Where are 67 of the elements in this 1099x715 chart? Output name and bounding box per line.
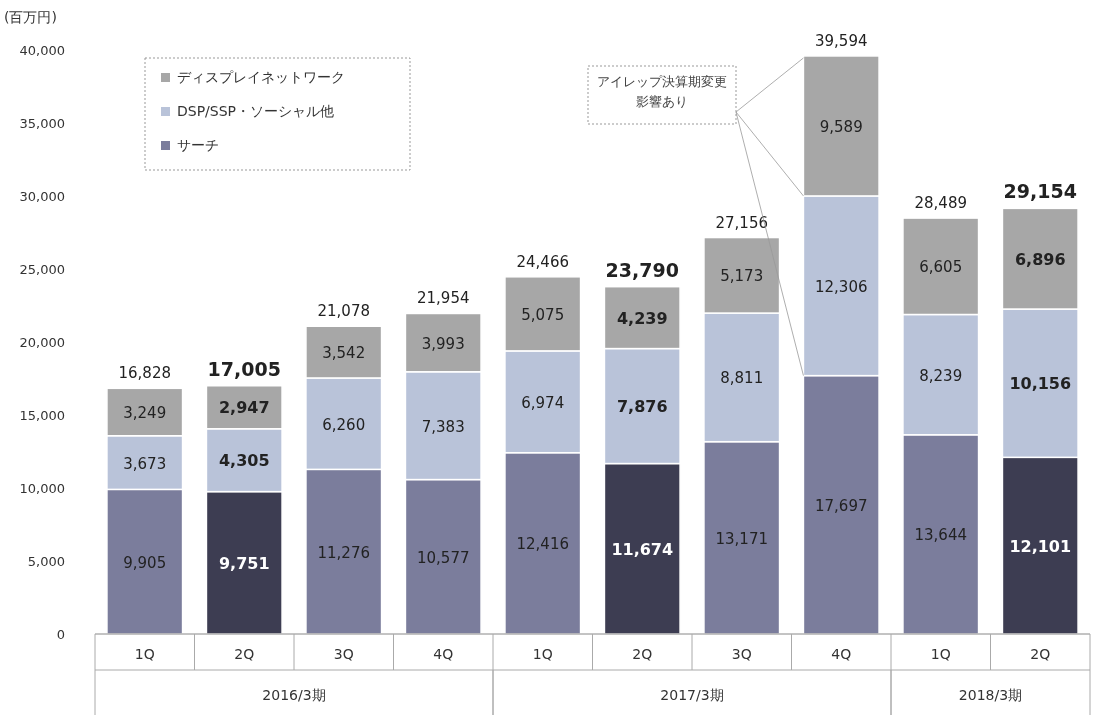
total-label: 16,828 <box>118 364 171 383</box>
data-label: 11,674 <box>611 539 674 559</box>
data-label: 8,811 <box>720 369 764 388</box>
y-tick-label: 15,000 <box>19 408 65 423</box>
data-label: 3,542 <box>322 344 366 363</box>
y-tick-label: 20,000 <box>19 335 65 350</box>
data-label: 12,416 <box>516 535 569 554</box>
x-tick-label: 3Q <box>731 646 752 662</box>
total-label: 27,156 <box>715 213 768 232</box>
data-label: 10,577 <box>417 548 470 567</box>
y-tick-label: 40,000 <box>19 43 65 58</box>
data-label: 11,276 <box>317 543 370 562</box>
total-label: 17,005 <box>207 357 281 380</box>
data-label: 5,075 <box>521 305 565 324</box>
total-label: 39,594 <box>815 31 868 50</box>
data-label: 6,974 <box>521 393 565 412</box>
y-tick-label: 5,000 <box>27 554 65 569</box>
data-label: 4,305 <box>218 451 270 471</box>
legend-label: DSP/SSP・ソーシャル他 <box>177 103 335 119</box>
annotation: アイレップ決算期変更影響あり <box>596 73 728 111</box>
data-label: 13,644 <box>914 526 967 545</box>
text: 2017/3期 <box>660 687 724 703</box>
data-label: 3,249 <box>123 404 167 423</box>
data-label: 6,605 <box>919 258 963 277</box>
total-label: 23,790 <box>605 258 679 281</box>
data-label: 9,751 <box>218 553 270 573</box>
data-label: 2,947 <box>218 398 270 418</box>
y-tick-label: 35,000 <box>19 116 65 131</box>
total-label: 21,954 <box>417 289 470 308</box>
x-tick-label: 1Q <box>930 646 951 662</box>
total-label: 24,466 <box>516 252 569 271</box>
total-label: 29,154 <box>1003 180 1077 203</box>
data-label: 3,993 <box>421 334 465 353</box>
data-label: 4,239 <box>616 308 668 328</box>
legend-label: ディスプレイネットワーク <box>177 69 345 85</box>
data-label: 6,260 <box>322 415 366 434</box>
data-label: 5,173 <box>720 267 764 286</box>
y-tick-label: 10,000 <box>19 481 65 496</box>
total-label: 28,489 <box>914 194 967 213</box>
data-label: 3,673 <box>123 454 167 473</box>
y-tick-label: 30,000 <box>19 189 65 204</box>
text: 2016/3期 <box>262 687 326 703</box>
legend-label: サーチ <box>177 137 219 153</box>
data-label: 9,905 <box>123 553 167 572</box>
data-label: 12,306 <box>815 277 868 296</box>
x-tick-label: 4Q <box>433 646 454 662</box>
y-axis-title: (百万円) <box>4 9 57 25</box>
text: 2018/3期 <box>958 687 1023 703</box>
data-label: 7,383 <box>421 417 465 436</box>
x-tick-label: 3Q <box>333 646 354 662</box>
data-label: 6,896 <box>1014 249 1066 269</box>
x-tick-label: 1Q <box>134 646 155 662</box>
x-tick-label: 2Q <box>632 646 653 662</box>
y-tick-label: 0 <box>56 627 65 642</box>
data-label: 10,156 <box>1009 374 1072 394</box>
x-tick-label: 4Q <box>831 646 852 662</box>
data-label: 7,876 <box>616 397 668 417</box>
data-label: 9,589 <box>819 117 863 136</box>
x-tick-label: 2Q <box>1030 646 1051 662</box>
total-label: 21,078 <box>317 302 370 321</box>
y-tick-label: 25,000 <box>19 262 65 277</box>
data-label: 13,171 <box>715 529 768 548</box>
x-tick-label: 1Q <box>532 646 553 662</box>
x-tick-label: 2Q <box>234 646 255 662</box>
data-label: 8,239 <box>919 366 963 385</box>
data-label: 17,697 <box>815 496 868 515</box>
data-label: 12,101 <box>1009 536 1072 556</box>
